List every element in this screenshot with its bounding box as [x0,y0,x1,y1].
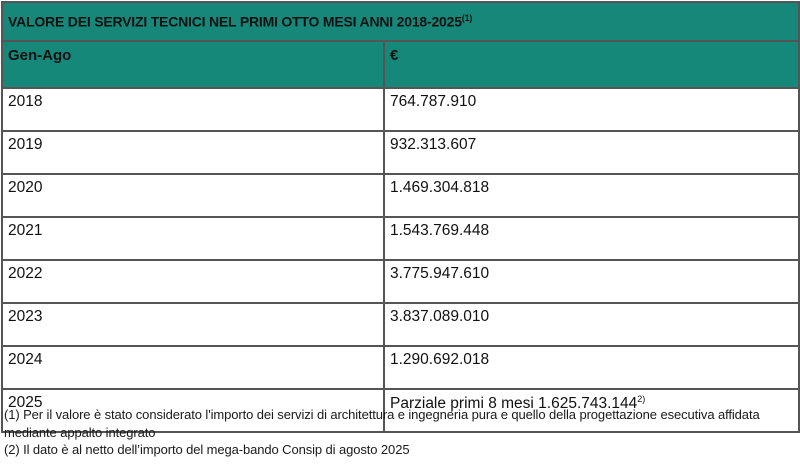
footnote-2: (2) Il dato è al netto dell’importo del … [4,442,410,457]
table-title: VALORE DEI SERVIZI TECNICI NEL PRIMI OTT… [0,1,800,42]
value-cell: 1.543.769.448 [382,216,800,261]
year-cell: 2018 [1,87,385,132]
table-row: 2022 3.775.947.610 [1,259,800,304]
table-row: 2025 Parziale primi 8 mesi 1.625.743.144… [1,388,800,433]
value-cell: 1.469.304.818 [382,173,800,218]
partial-value-text: Parziale primi 8 mesi 1.625.743.144 [390,395,638,413]
year-cell: 2020 [1,173,385,218]
value-cell: 3.775.947.610 [382,259,800,304]
value-cell: 1.290.692.018 [382,345,800,390]
table-row: 2020 1.469.304.818 [1,173,800,218]
table-row: 2021 1.543.769.448 [1,216,800,261]
header-period: Gen-Ago [1,40,385,89]
table-title-footnote-ref: (1) [461,13,473,24]
value-cell: Parziale primi 8 mesi 1.625.743.1442) [382,388,800,433]
value-cell: 932.313.607 [382,130,800,175]
footnotes: (1) Per il valore è stato considerato l'… [4,406,798,459]
table-row: 2023 3.837.089.010 [1,302,800,347]
title-row: VALORE DEI SERVIZI TECNICI NEL PRIMI OTT… [0,1,800,42]
year-cell: 2022 [1,259,385,304]
table-row: 2018 764.787.910 [1,87,800,132]
table-title-text: VALORE DEI SERVIZI TECNICI NEL PRIMI OTT… [8,13,462,30]
value-cell: 764.787.910 [382,87,800,132]
value-cell: 3.837.089.010 [382,302,800,347]
table-row: 2024 1.290.692.018 [1,345,800,390]
services-value-table: VALORE DEI SERVIZI TECNICI NEL PRIMI OTT… [0,1,800,433]
year-cell: 2024 [1,345,385,390]
footnote-1: (1) Per il valore è stato considerato l'… [4,407,760,440]
value-footnote-ref: 2) [637,394,646,404]
year-cell: 2025 [1,388,385,433]
year-cell: 2019 [1,130,385,175]
year-cell: 2021 [1,216,385,261]
header-euro: € [382,40,800,89]
year-cell: 2023 [1,302,385,347]
header-row: Gen-Ago € [1,40,800,89]
table-row: 2019 932.313.607 [1,130,800,175]
